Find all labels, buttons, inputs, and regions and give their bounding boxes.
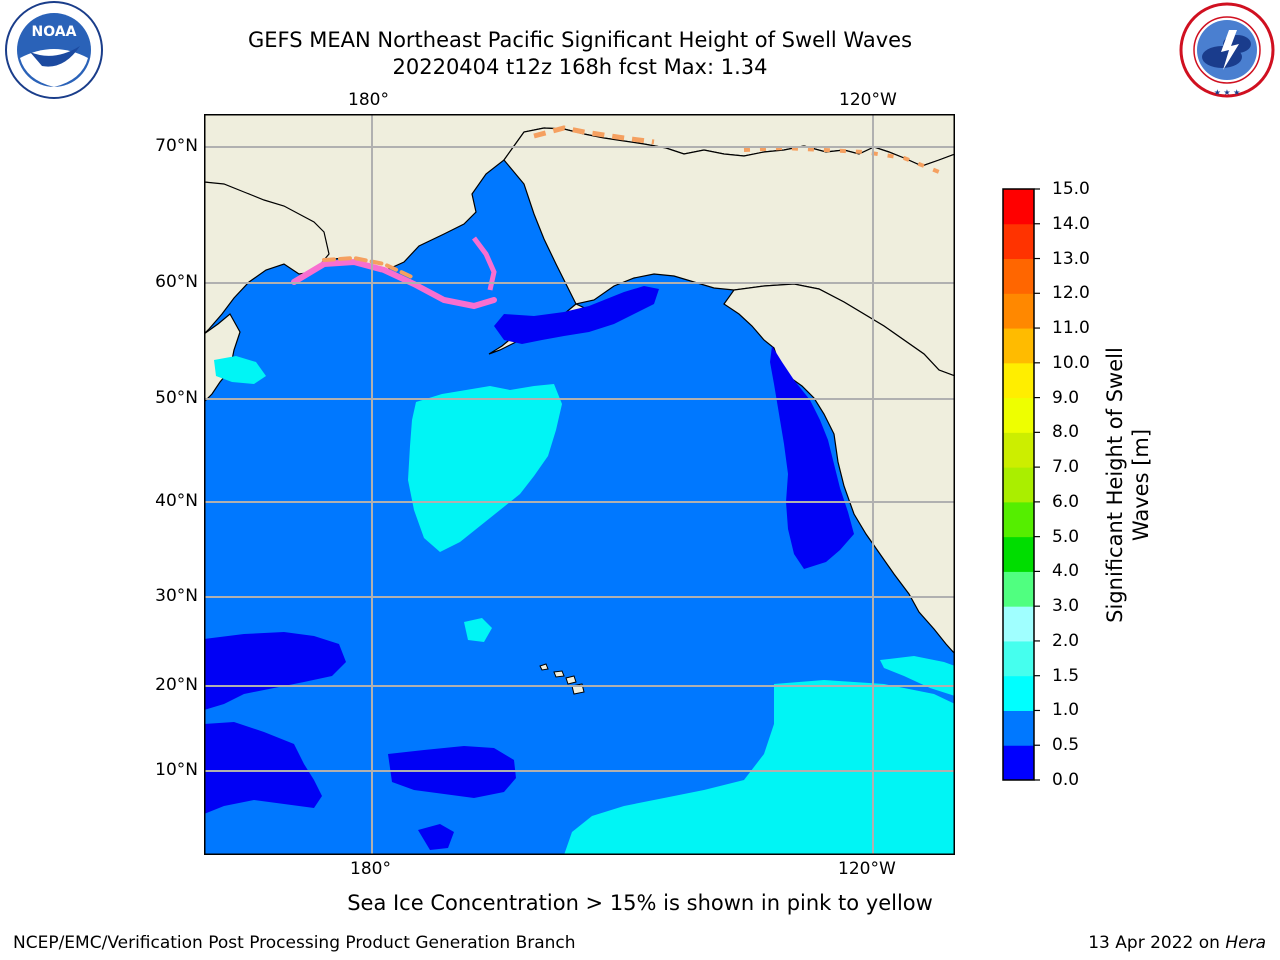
colorbar-tick-label: 6.0 (1052, 491, 1080, 512)
sea-ice-bering (291, 258, 497, 310)
colorbar-cell (1003, 571, 1034, 607)
ocean-low-west-coast (770, 346, 854, 569)
colorbar-cell (1003, 258, 1034, 294)
colorbar-tick-label: 0.0 (1052, 770, 1080, 790)
svg-text:★ ★ ★: ★ ★ ★ (1214, 88, 1241, 97)
map-title: GEFS MEAN Northeast Pacific Significant … (247, 28, 913, 52)
lat-label-30n: 30°N (155, 586, 198, 606)
footer-branch: NCEP/EMC/Verification Post Processing Pr… (13, 933, 576, 953)
ocean-low-west-1 (204, 632, 346, 710)
lat-label-50n: 50°N (155, 388, 198, 408)
ocean-cyan-southeast (564, 680, 955, 855)
ocean-low-mid-2 (418, 824, 454, 850)
footer-date-text: 13 Apr 2022 on (1088, 933, 1226, 953)
colorbar-cell (1003, 745, 1034, 781)
lat-label-40n: 40°N (155, 491, 198, 511)
nws-logo: ★ ★ ★ (1179, 2, 1275, 98)
colorbar-tick-label: 3.0 (1052, 596, 1080, 617)
colorbar-tick-label: 0.5 (1052, 735, 1080, 756)
lon-label-top-120w: 120°W (839, 90, 897, 110)
colorbar-cell (1003, 675, 1034, 711)
colorbar-cell (1003, 640, 1034, 677)
noaa-logo: NOAA (5, 1, 103, 99)
sea-ice-arctic (533, 125, 655, 145)
sea-ice-norton (472, 236, 497, 291)
colorbar-tick-label: 15.0 (1052, 179, 1090, 199)
colorbar-cell (1003, 501, 1034, 538)
colorbar-tick-label: 2.0 (1052, 630, 1080, 651)
colorbar-cell (1003, 606, 1034, 642)
colorbar-cell (1003, 536, 1034, 572)
map-panel (204, 114, 955, 855)
ocean-low-gulf-alaska (494, 286, 659, 344)
colorbar-cell (1003, 362, 1034, 399)
colorbar-tick-label: 4.0 (1052, 561, 1080, 582)
footer-date: 13 Apr 2022 on Hera (1088, 933, 1266, 953)
colorbar-tick-label: 5.0 (1052, 526, 1080, 547)
ocean-cyan-central (408, 384, 562, 552)
ocean-cyan-small (464, 618, 492, 642)
lat-label-60n: 60°N (155, 272, 198, 292)
colorbar-cell (1003, 467, 1034, 503)
colorbar-tick-label: 11.0 (1052, 318, 1090, 339)
lon-label-bottom-180: 180° (350, 859, 391, 879)
colorbar-tick-label: 1.0 (1052, 700, 1080, 721)
ocean-cyan-west (214, 356, 266, 384)
colorbar-cell (1003, 710, 1034, 746)
colorbar-cell (1003, 328, 1034, 364)
lon-label-bottom-120w: 120°W (838, 859, 896, 879)
footer-host: Hera (1225, 933, 1266, 953)
graticule (204, 114, 955, 855)
colorbar-cell (1003, 223, 1034, 260)
colorbar-tick-label: 9.0 (1052, 387, 1080, 408)
colorbar-tick-label: 1.5 (1052, 665, 1080, 686)
colorbar-cell (1003, 293, 1034, 329)
colorbar (1002, 188, 1040, 781)
sea-ice-bering-orange (322, 255, 416, 280)
colorbar-tick-label: 8.0 (1052, 422, 1080, 443)
noaa-logo-text: NOAA (32, 24, 77, 40)
colorbar-tick-label: 12.0 (1052, 283, 1090, 304)
colorbar-tick-label: 13.0 (1052, 248, 1090, 269)
colorbar-tick-label: 7.0 (1052, 457, 1080, 478)
colorbar-tick-label: 14.0 (1052, 213, 1090, 234)
lon-label-top-180: 180° (348, 90, 389, 110)
map-subtitle-run: 20220404 t12z 168h fcst Max: 1.34 (392, 55, 768, 79)
colorbar-cell (1003, 397, 1034, 433)
lat-label-10n: 10°N (155, 760, 198, 780)
colorbar-cell (1003, 189, 1034, 225)
colorbar-tick-label: 10.0 (1052, 352, 1090, 373)
sea-ice-beaufort (743, 145, 940, 174)
lat-label-70n: 70°N (155, 136, 198, 156)
ocean-low-west-2 (204, 722, 322, 814)
lat-label-20n: 20°N (155, 675, 198, 695)
colorbar-cell (1003, 432, 1034, 468)
sea-ice-note: Sea Ice Concentration > 15% is shown in … (347, 891, 933, 915)
